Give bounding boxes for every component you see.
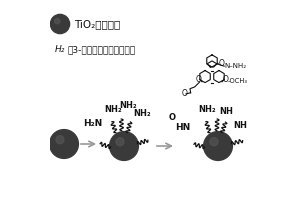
- Text: O: O: [169, 112, 176, 121]
- Circle shape: [50, 14, 70, 34]
- Circle shape: [50, 130, 78, 158]
- Text: NH₂: NH₂: [119, 100, 137, 110]
- Text: N–NH₂: N–NH₂: [224, 63, 247, 69]
- Text: H₂: H₂: [55, 46, 65, 54]
- Text: O: O: [195, 75, 201, 84]
- Text: HN: HN: [176, 123, 190, 132]
- Text: （3-氨丙基）三甲氧基硫烷: （3-氨丙基）三甲氧基硫烷: [67, 46, 135, 54]
- Text: NH₂: NH₂: [133, 108, 151, 117]
- Circle shape: [110, 132, 138, 160]
- Text: -OCH₃: -OCH₃: [227, 78, 247, 84]
- Text: NH: NH: [233, 120, 247, 130]
- Text: H₂N: H₂N: [83, 118, 103, 128]
- Text: TiO₂纳米颜粒: TiO₂纳米颜粒: [74, 19, 120, 29]
- Circle shape: [55, 18, 60, 24]
- Text: O: O: [219, 59, 225, 68]
- Text: NH₂: NH₂: [198, 104, 216, 114]
- Text: O: O: [182, 89, 188, 98]
- Circle shape: [204, 132, 232, 160]
- Text: NH₂: NH₂: [104, 104, 122, 114]
- Circle shape: [56, 136, 64, 144]
- Circle shape: [210, 138, 218, 146]
- Circle shape: [116, 138, 124, 146]
- Text: NH: NH: [219, 108, 233, 116]
- Text: O: O: [223, 75, 228, 84]
